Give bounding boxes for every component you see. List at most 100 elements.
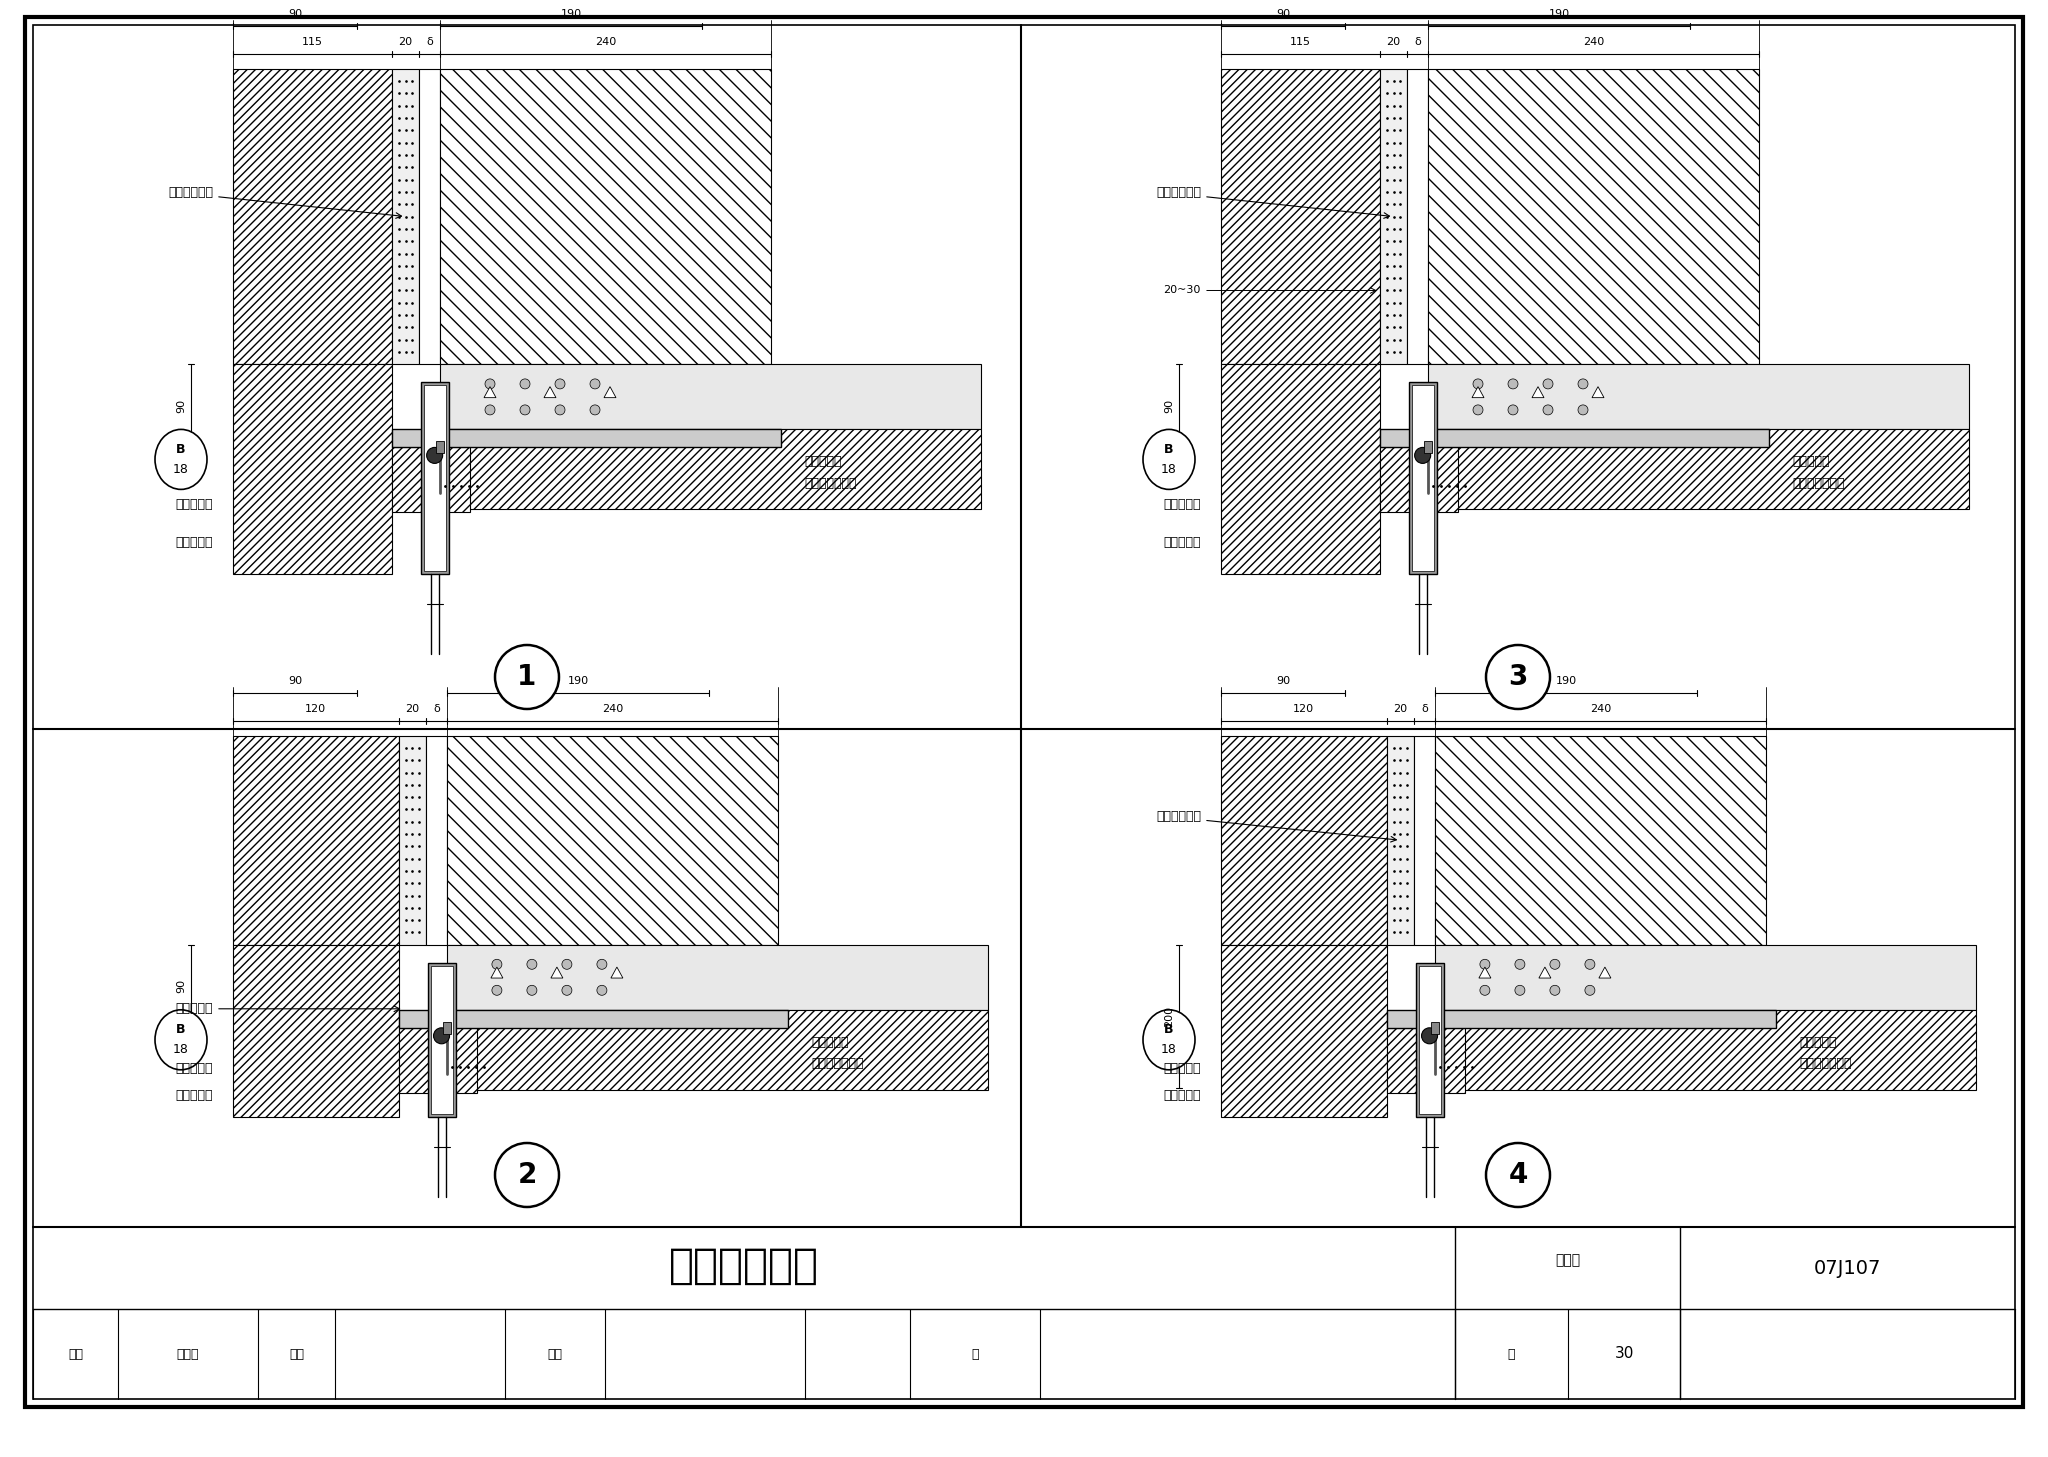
Text: 圈梁兼过梁: 圈梁兼过梁 [811,1036,848,1049]
Text: 120: 120 [305,704,326,714]
Polygon shape [1538,967,1550,978]
Circle shape [1481,985,1489,995]
Circle shape [496,1142,559,1206]
Text: B: B [1163,443,1174,456]
Text: 圈梁兼过梁: 圈梁兼过梁 [1798,1036,1837,1049]
Bar [1386,736,1415,944]
Circle shape [1507,379,1518,389]
Text: 建筑密封膏: 建筑密封膏 [176,1002,213,1016]
Text: 20~30: 20~30 [1163,286,1200,296]
Text: 190: 190 [567,676,588,686]
Text: 18: 18 [174,1043,188,1056]
Bar [420,68,440,364]
Bar [1221,68,1380,364]
Polygon shape [1473,386,1485,398]
Text: 聚乙烯圆棒: 聚乙烯圆棒 [176,498,213,511]
Bar [1436,944,1976,1010]
Circle shape [426,447,442,463]
Bar [446,1010,987,1090]
Bar [420,382,449,574]
Text: B: B [1163,1023,1174,1036]
Text: 90: 90 [289,9,303,19]
Text: 聚乙烯圆棒: 聚乙烯圆棒 [1163,1062,1200,1075]
Text: 窗口节点详图: 窗口节点详图 [670,1244,819,1287]
Circle shape [590,379,600,389]
Circle shape [1550,985,1561,995]
Bar [233,364,391,574]
Bar [391,447,469,513]
Polygon shape [483,386,496,398]
Polygon shape [1591,386,1604,398]
Text: 页: 页 [1507,1348,1516,1361]
Text: 发泡聚氨酯灸实: 发泡聚氨酯灸实 [1792,476,1845,490]
Text: 发泡聚氨酯灸实: 发泡聚氨酯灸实 [1798,1056,1851,1069]
Circle shape [561,959,571,969]
Circle shape [1473,405,1483,415]
Bar [1221,944,1386,1118]
Circle shape [1487,645,1550,710]
Bar [1380,68,1407,364]
Text: 20: 20 [399,36,412,47]
Text: δ: δ [426,36,432,47]
Text: 90: 90 [176,399,186,412]
Circle shape [1481,959,1489,969]
Bar [391,68,420,364]
Circle shape [596,985,606,995]
Circle shape [590,405,600,415]
Text: 粘贴保温材料: 粘贴保温材料 [1155,186,1200,200]
Bar [430,966,453,1115]
Bar [399,1027,477,1093]
Polygon shape [610,967,623,978]
Text: 30: 30 [1614,1346,1634,1361]
Circle shape [1516,959,1526,969]
Text: 1: 1 [518,663,537,691]
Text: 建筑密封膏: 建筑密封膏 [176,536,213,549]
Circle shape [1415,447,1432,463]
Text: 190: 190 [1548,9,1569,19]
Bar [772,430,981,510]
Circle shape [526,959,537,969]
Circle shape [1507,405,1518,415]
Text: 页: 页 [971,1348,979,1361]
Polygon shape [545,386,555,398]
Circle shape [496,645,559,710]
Text: B: B [176,443,186,456]
Bar [1423,441,1432,453]
Bar [399,736,426,944]
Bar [1759,430,1970,510]
Circle shape [1473,379,1483,389]
Text: B: B [176,1023,186,1036]
Text: 圈梁兼过梁: 圈梁兼过梁 [805,456,842,468]
Circle shape [485,379,496,389]
Text: 115: 115 [301,36,324,47]
Bar [1436,1010,1976,1090]
Bar [1765,1010,1976,1090]
Text: 20: 20 [406,704,420,714]
Text: 校对: 校对 [289,1348,303,1361]
Circle shape [485,405,496,415]
Text: 聚乙烯圆棒: 聚乙烯圆棒 [176,1062,213,1075]
Text: 发泡聚氨酯灸实: 发泡聚氨酯灸实 [805,476,856,490]
Text: 3: 3 [1507,663,1528,691]
Polygon shape [604,386,616,398]
Text: 20: 20 [1393,704,1407,714]
Circle shape [520,405,530,415]
Text: 王金国: 王金国 [176,1348,199,1361]
Text: 建筑密封膏: 建筑密封膏 [1163,536,1200,549]
Circle shape [434,1027,451,1043]
Bar [233,944,399,1118]
Text: 发泡聚氨酯灸实: 发泡聚氨酯灸实 [811,1056,864,1069]
Polygon shape [1599,967,1612,978]
Text: 90: 90 [289,676,303,686]
Text: 18: 18 [174,463,188,476]
Bar [1407,68,1427,364]
Circle shape [596,959,606,969]
Bar [446,736,778,944]
Bar [1386,1027,1464,1093]
Circle shape [1516,985,1526,995]
Bar [1436,736,1765,944]
Bar [1221,736,1386,944]
Bar [440,430,981,510]
Ellipse shape [1143,1010,1194,1069]
Text: δ: δ [434,704,440,714]
